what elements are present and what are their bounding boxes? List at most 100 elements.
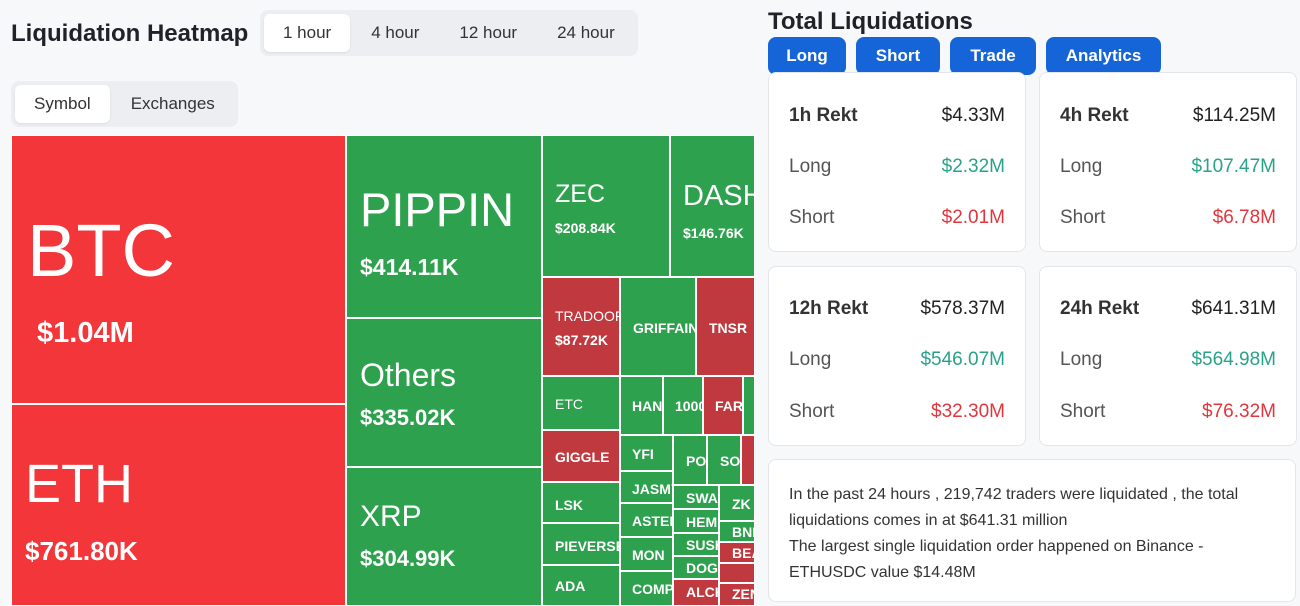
cell-symbol: PIPPIN xyxy=(360,183,515,236)
heatmap-cell-tradoor[interactable]: TRADOOR $87.72K xyxy=(542,277,620,376)
short-label: Short xyxy=(1060,207,1106,228)
cell-symbol: MON xyxy=(632,547,665,563)
card-long-row: Long $564.98M xyxy=(1060,349,1276,371)
heatmap-cell-yfi[interactable]: YFI xyxy=(620,435,673,471)
heatmap-cell-zec[interactable]: ZEC $208.84K xyxy=(542,135,670,277)
cell-symbol: 1000 xyxy=(675,398,702,414)
heatmap-cell-unlabeled[interactable] xyxy=(741,435,755,485)
summary-line-1: In the past 24 hours , 219,742 traders w… xyxy=(789,486,1239,529)
cell-symbol: FARTCOIN xyxy=(715,398,743,414)
card-short-row: Short $6.78M xyxy=(1060,207,1276,229)
card-total: $114.25M xyxy=(1192,105,1276,126)
card-total: $641.31M xyxy=(1191,298,1276,319)
short-label: Short xyxy=(789,207,835,228)
cell-value: $146.76K xyxy=(683,225,744,241)
cell-symbol: BTC xyxy=(27,209,175,292)
tab-analytics[interactable]: Analytics xyxy=(1046,37,1161,75)
long-value: $546.07M xyxy=(920,349,1005,370)
heatmap-cell-zk[interactable]: ZK xyxy=(719,485,755,521)
long-label: Long xyxy=(1060,349,1103,370)
heatmap-cell-xrp[interactable]: XRP $304.99K xyxy=(346,467,542,606)
short-value: $2.01M xyxy=(941,207,1005,228)
heatmap-cell-pieverse[interactable]: PIEVERSE xyxy=(542,523,620,565)
card-long-row: Long $2.32M xyxy=(789,156,1005,178)
heatmap-cell-sushi[interactable]: SUSHI xyxy=(673,533,719,556)
heatmap-cell-etc[interactable]: ETC xyxy=(542,376,620,430)
tab-24-hour[interactable]: 24 hour xyxy=(557,23,615,42)
heatmap-cell-giggle[interactable]: GIGGLE xyxy=(542,430,620,482)
heatmap-cell-zen[interactable]: ZEN xyxy=(719,583,755,606)
heatmap-cell-unlabeled[interactable] xyxy=(743,376,755,435)
heatmap-cell-pippin[interactable]: PIPPIN $414.11K xyxy=(346,135,542,318)
card-label: 24h Rekt xyxy=(1060,298,1140,319)
heatmap-cell-comp[interactable]: COMP xyxy=(620,571,673,606)
heatmap-cell-1000[interactable]: 1000 xyxy=(663,376,703,435)
cell-symbol: BNB xyxy=(732,524,754,540)
cell-symbol: ZK xyxy=(732,496,751,512)
tab-symbol[interactable]: Symbol xyxy=(15,85,110,123)
cell-symbol: ETH xyxy=(25,454,133,514)
card-short-row: Short $2.01M xyxy=(789,207,1005,229)
tab-12-hour[interactable]: 12 hour xyxy=(459,23,518,42)
heatmap-cell-btc[interactable]: BTC $1.04M xyxy=(11,135,346,404)
tab-long[interactable]: Long xyxy=(768,37,846,75)
cell-symbol: LSK xyxy=(555,497,583,513)
time-range-tabs: 1 hour 4 hour 12 hour 24 hour xyxy=(260,10,638,56)
cell-value: $208.84K xyxy=(555,220,616,236)
heatmap-cell-griffain[interactable]: GRIFFAIN xyxy=(620,277,696,376)
tab-trade[interactable]: Trade xyxy=(950,37,1036,75)
long-label: Long xyxy=(789,349,832,370)
short-value: $32.30M xyxy=(931,401,1005,422)
cell-symbol: Others xyxy=(360,357,457,393)
card-header-row: 12h Rekt $578.37M xyxy=(789,298,1005,320)
long-label: Long xyxy=(789,156,832,177)
heatmap-cell-unlabeled[interactable] xyxy=(719,563,755,583)
heatmap-cell-jasmy[interactable]: JASMY xyxy=(620,471,673,503)
cell-symbol: XRP xyxy=(360,500,422,533)
card-long-row: Long $546.07M xyxy=(789,349,1005,371)
heatmap-cell-dash[interactable]: DASH $146.76K xyxy=(670,135,755,277)
total-liquidations-title: Total Liquidations xyxy=(768,8,973,35)
heatmap-cell-ada[interactable]: ADA xyxy=(542,565,620,606)
heatmap-cell-swarms[interactable]: SWARMS xyxy=(673,485,719,509)
heatmap-cell-beat[interactable]: BEAT xyxy=(719,542,755,563)
liquidation-summary: In the past 24 hours , 219,742 traders w… xyxy=(768,459,1296,602)
long-label: Long xyxy=(1060,156,1103,177)
card-header-row: 4h Rekt $114.25M xyxy=(1060,105,1276,127)
cell-value: $414.11K xyxy=(360,254,459,280)
cell-symbol: JASMY xyxy=(632,481,672,497)
tab-4-hour[interactable]: 4 hour xyxy=(371,23,420,42)
card-short-row: Short $32.30M xyxy=(789,401,1005,423)
heatmap-cell-alch[interactable]: ALCH xyxy=(673,579,719,606)
cell-symbol: SWARMS xyxy=(686,490,718,506)
heatmap-cell-others[interactable]: Others $335.02K xyxy=(346,318,542,467)
heatmap-cell-aster[interactable]: ASTER xyxy=(620,503,673,537)
long-value: $2.32M xyxy=(941,156,1005,177)
cell-symbol: PIEVERSE xyxy=(555,538,620,554)
cell-symbol: ALCH xyxy=(686,584,718,600)
tab-1-hour[interactable]: 1 hour xyxy=(264,14,351,52)
cell-symbol: POL xyxy=(686,453,707,469)
cell-value: $304.99K xyxy=(360,546,456,571)
heatmap-cell-lsk[interactable]: LSK xyxy=(542,482,620,523)
card-label: 1h Rekt xyxy=(789,105,858,126)
cell-symbol: COMP xyxy=(632,581,673,597)
heatmap-cell-hemi[interactable]: HEMI xyxy=(673,509,719,533)
heatmap-cell-tnsr[interactable]: TNSR xyxy=(696,277,755,376)
heatmap-cell-sol[interactable]: SOL xyxy=(707,435,741,485)
cell-symbol: ADA xyxy=(555,578,586,594)
heatmap-cell-bnb[interactable]: BNB xyxy=(719,521,755,542)
heatmap-cell-hana[interactable]: HANA xyxy=(620,376,663,435)
heatmap-cell-eth[interactable]: ETH $761.80K xyxy=(11,404,346,606)
tab-short[interactable]: Short xyxy=(856,37,940,75)
cell-symbol: YFI xyxy=(632,446,654,462)
cell-symbol: TRADOOR xyxy=(555,308,620,324)
heatmap-cell-fartcoin[interactable]: FARTCOIN xyxy=(703,376,743,435)
cell-symbol: SOL xyxy=(720,453,741,469)
long-value: $107.47M xyxy=(1191,156,1276,177)
heatmap-cell-pol[interactable]: POL xyxy=(673,435,707,485)
card-short-row: Short $76.32M xyxy=(1060,401,1276,423)
heatmap-cell-doge[interactable]: DOGE xyxy=(673,556,719,579)
heatmap-cell-mon[interactable]: MON xyxy=(620,537,673,571)
tab-exchanges[interactable]: Exchanges xyxy=(130,94,215,113)
